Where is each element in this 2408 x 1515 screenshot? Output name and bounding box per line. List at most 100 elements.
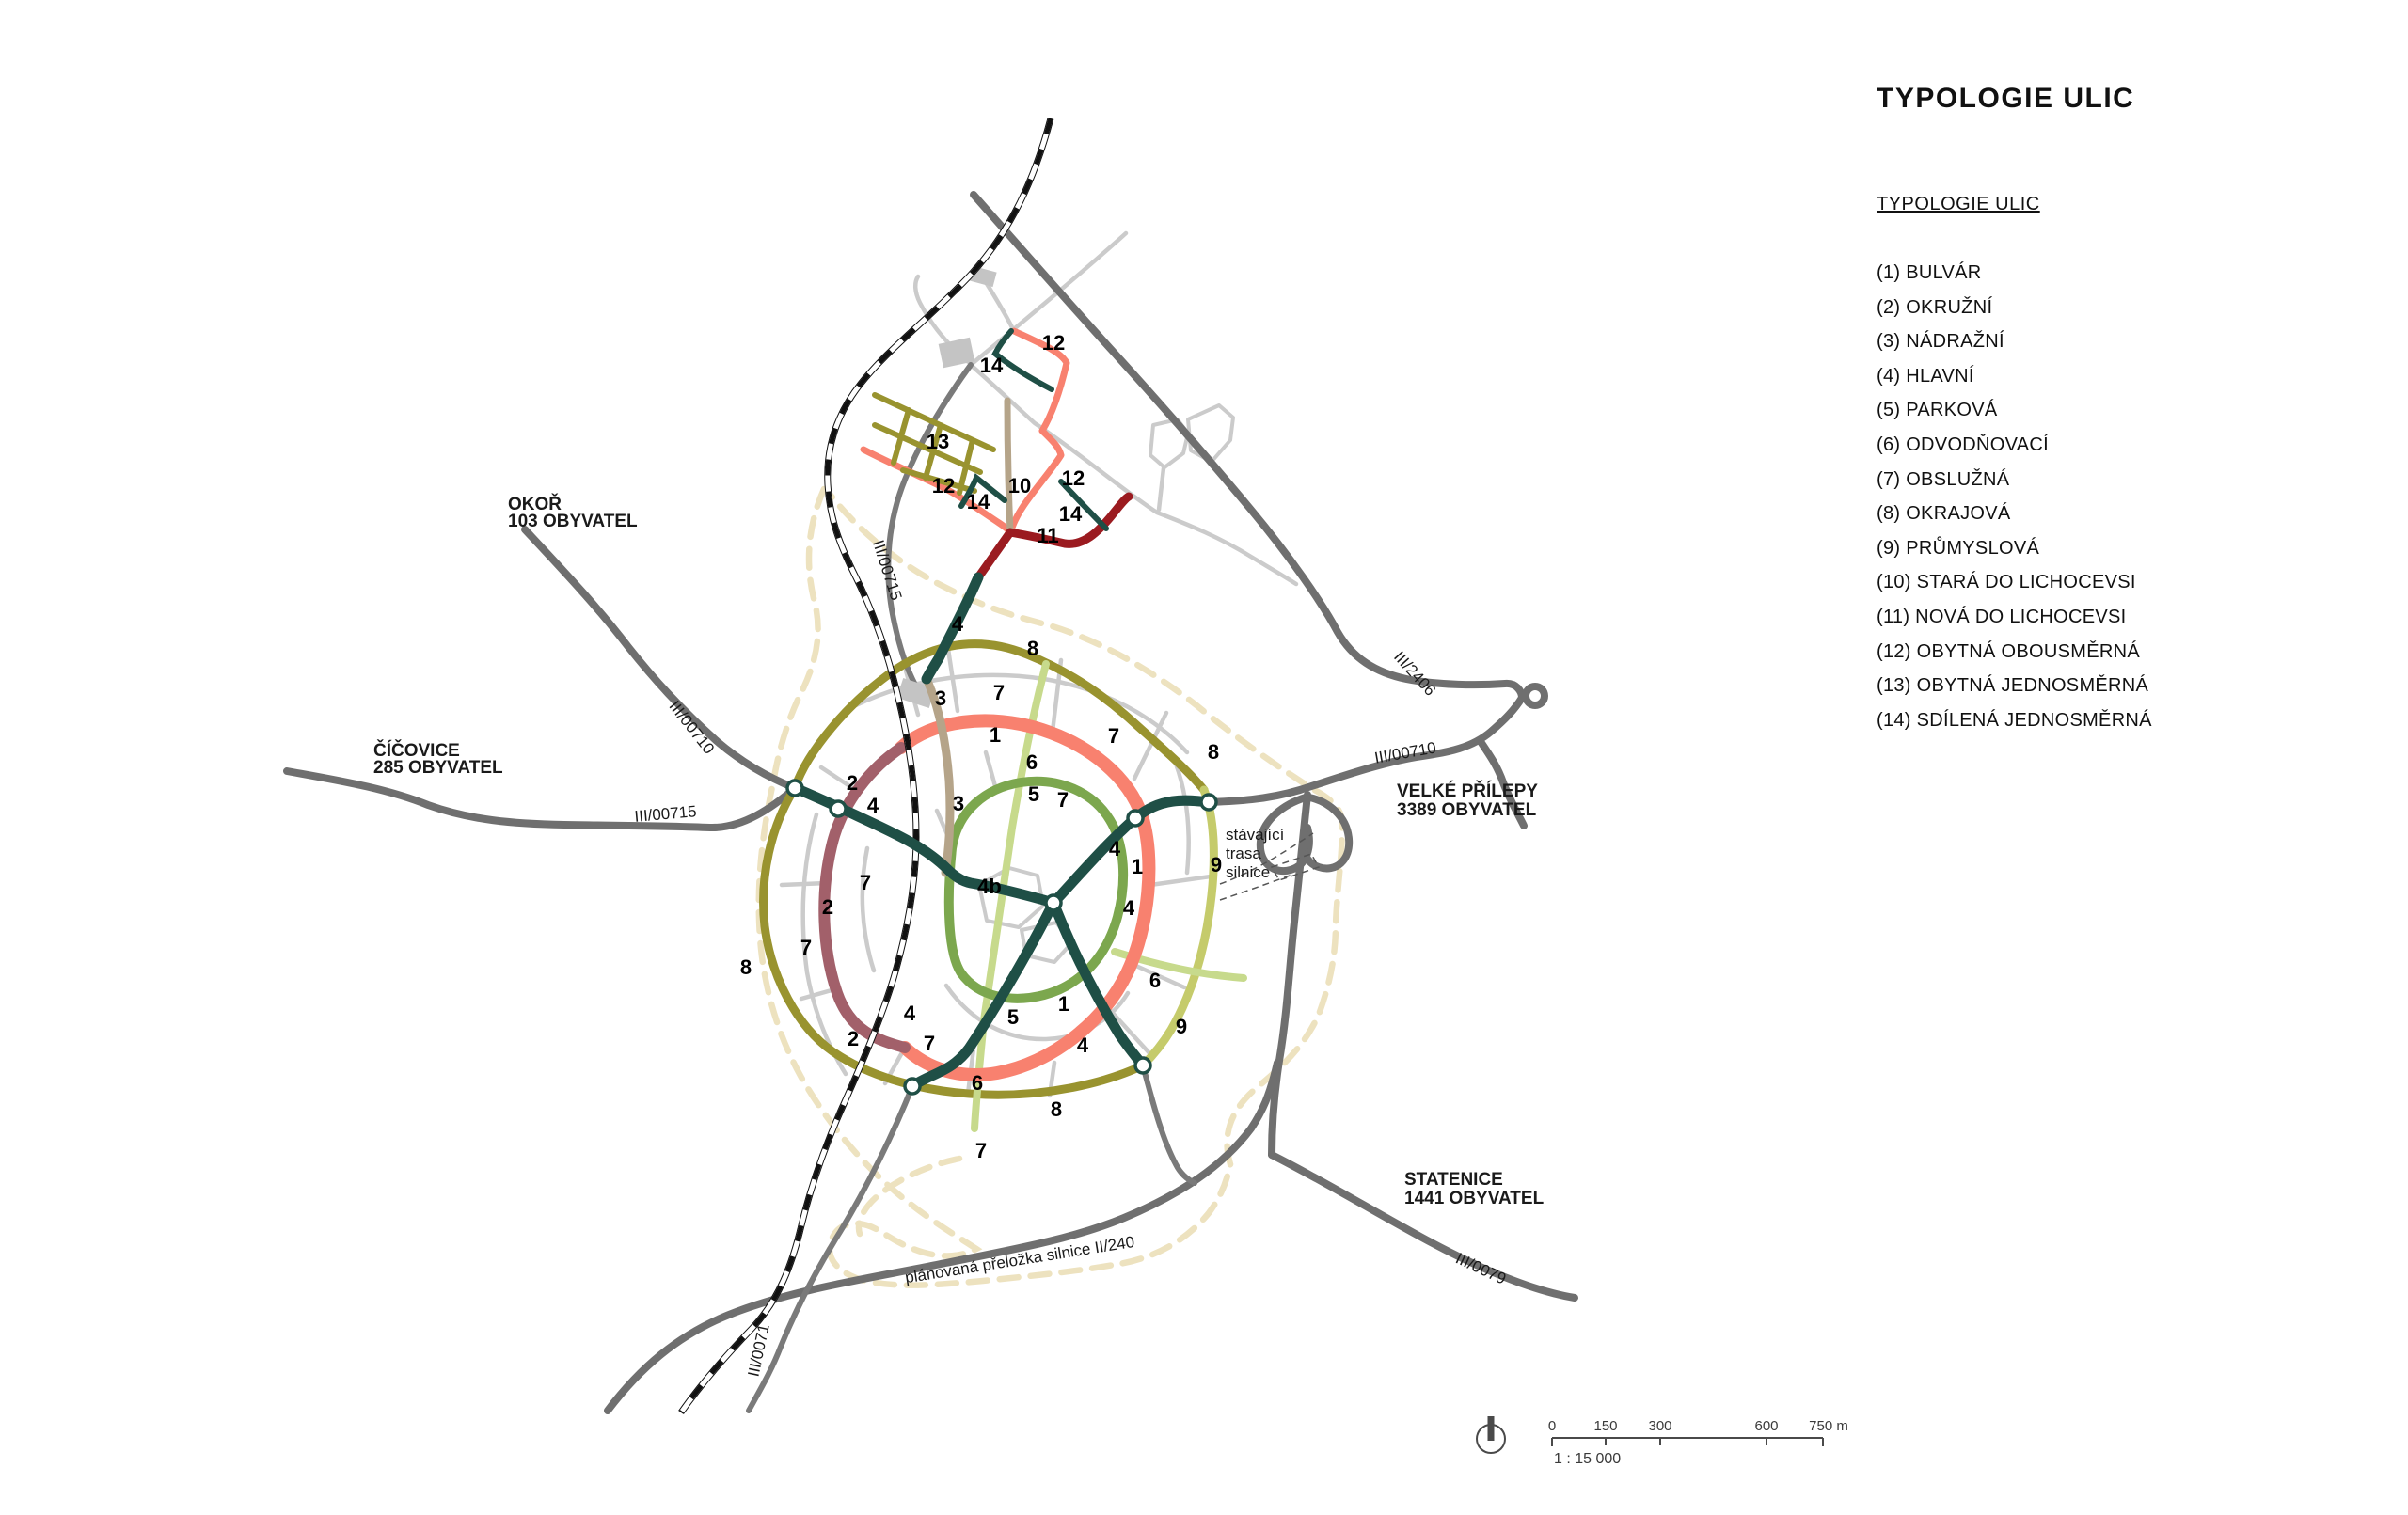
street-type-label: 7	[975, 1139, 987, 1162]
street-type-label: 10	[1008, 474, 1031, 497]
street-type-label: 4	[1123, 896, 1135, 920]
road-stara-do-lichocevsi	[1004, 397, 1014, 536]
street-type-label: 7	[993, 681, 1005, 704]
street-type-label: 6	[1149, 969, 1161, 992]
street-type-label: 2	[847, 771, 858, 795]
road-III-2406	[970, 191, 1526, 702]
road-number-label: III/00715	[869, 538, 906, 603]
street-type-label: 4	[1077, 1034, 1089, 1057]
street-type-label: 3	[935, 686, 946, 710]
scale-tick-label: 0	[1548, 1418, 1556, 1434]
street-type-label: 4	[904, 1002, 916, 1025]
scale-tick-label: 300	[1648, 1418, 1671, 1434]
road-number-label: III/00715	[634, 802, 698, 826]
scale-ratio: 1 : 15 000	[1554, 1451, 1621, 1467]
street-type-label: 7	[860, 871, 871, 894]
road-bulvar-ring	[895, 714, 1156, 1081]
legend-item: (12) OBYTNÁ OBOUSMĚRNÁ	[1877, 640, 2140, 662]
road-III-0071	[746, 1083, 915, 1413]
place-label: OKOŘ	[508, 494, 562, 514]
page-title: TYPOLOGIE ULIC	[1877, 83, 2135, 114]
place-label: 3389 OBYVATEL	[1397, 800, 1537, 820]
scale-bar	[1551, 1437, 1824, 1446]
street-type-label: 14	[967, 490, 990, 513]
planned-boundary-outline	[755, 485, 1346, 1288]
scale-tick-label: 150	[1593, 1418, 1617, 1434]
street-type-label: 1	[1058, 992, 1069, 1016]
street-type-label: 8	[1027, 637, 1038, 660]
existing-route-callout	[1219, 832, 1321, 901]
street-type-label: 1	[1132, 855, 1143, 878]
street-type-label: 6	[972, 1071, 983, 1095]
road-number-label: III/00710	[665, 698, 718, 758]
street-type-label: 8	[1051, 1097, 1062, 1121]
village-minor-roads	[913, 230, 1299, 587]
street-type-label: 5	[1028, 782, 1039, 806]
street-type-label: 4	[867, 794, 879, 817]
existing-route-note: silnice	[1226, 863, 1270, 881]
street-type-label: 9	[1211, 853, 1222, 876]
road-okrajova-bottom	[759, 783, 1148, 1099]
street-type-label: 7	[924, 1032, 935, 1055]
legend-heading: TYPOLOGIE ULIC	[1877, 194, 2040, 214]
intersection-nodes	[785, 779, 1218, 1096]
legend-item: (1) BULVÁR	[1877, 262, 1982, 283]
street-type-label: 7	[1108, 724, 1119, 748]
legend-item: (11) NOVÁ DO LICHOCEVSI	[1877, 606, 2127, 627]
road-sdilena-e	[1058, 479, 1109, 531]
existing-route-note: stávající	[1226, 826, 1285, 844]
street-type-label: 3	[953, 792, 964, 815]
road-number-label: III/0079	[1453, 1249, 1509, 1287]
street-type-label: 12	[1062, 466, 1085, 490]
scale-tick-labels: 0 150 300 600 750 m	[1548, 1418, 1848, 1434]
street-type-label: 9	[1176, 1015, 1187, 1038]
legend-item: (9) PRŮMYSLOVÁ	[1877, 537, 2040, 559]
road-prumyslova	[1138, 785, 1218, 1070]
place-label: STATENICE	[1404, 1170, 1503, 1190]
street-type-label: 8	[740, 955, 752, 979]
road-se-connector	[1140, 1063, 1197, 1186]
north-arrow	[1476, 1416, 1506, 1454]
street-type-label: 6	[1026, 750, 1038, 774]
road-odvodnovaci-ns	[971, 660, 1050, 1132]
street-type-label: 5	[1007, 1005, 1019, 1029]
street-type-label: 2	[822, 895, 833, 919]
scale-tick-label: 600	[1754, 1418, 1778, 1434]
street-type-label: 7	[800, 936, 812, 959]
typology-roads	[759, 327, 1247, 1132]
legend-item: (7) OBSLUŽNÁ	[1877, 468, 2010, 490]
street-type-label: 14	[980, 354, 1004, 377]
legend-item: (5) PARKOVÁ	[1877, 400, 1998, 421]
road-okruzni-ring	[818, 742, 911, 1053]
road-nadrazni	[922, 674, 955, 877]
street-type-label: 2	[848, 1027, 859, 1050]
street-type-label: 12	[1042, 331, 1065, 355]
place-label: VELKÉ PŘÍLEPY	[1397, 781, 1538, 801]
street-type-label: 12	[932, 474, 955, 497]
road-obytna-obousmerna-ne	[1006, 327, 1070, 536]
road-nova-do-lichocevsi	[974, 492, 1133, 582]
legend-item: (10) STARÁ DO LICHOCEVSI	[1877, 572, 2136, 593]
road-to-okor	[521, 526, 799, 792]
road-to-velke-prilepy	[1478, 739, 1528, 829]
street-type-label: 8	[1208, 740, 1219, 764]
road-sdilena-mid	[958, 473, 1007, 509]
village-block	[938, 337, 975, 369]
road-parkova-ring	[943, 776, 1129, 1003]
road-III-0079	[1268, 1151, 1578, 1302]
scale-tick-label: 750 m	[1809, 1418, 1848, 1434]
railway-line	[678, 118, 1054, 1415]
road-hlavni-southeast	[1048, 897, 1149, 1071]
legend-item: (3) NÁDRAŽNÍ	[1877, 331, 2004, 353]
road-III-00715-west	[283, 767, 799, 832]
road-south-of-interchange	[1268, 791, 1311, 1159]
place-label: 1441 OBYVATEL	[1404, 1189, 1545, 1208]
legend-item: (4) HLAVNÍ	[1877, 365, 1974, 387]
legend-item: (14) SDÍLENÁ JEDNOSMĚRNÁ	[1877, 709, 2152, 731]
road-okrajova-top	[790, 639, 1209, 795]
place-label: 103 OBYVATEL	[508, 512, 638, 531]
road-obytna-jednosmerna-grid	[872, 392, 996, 496]
street-type-label: 4	[1109, 837, 1121, 860]
